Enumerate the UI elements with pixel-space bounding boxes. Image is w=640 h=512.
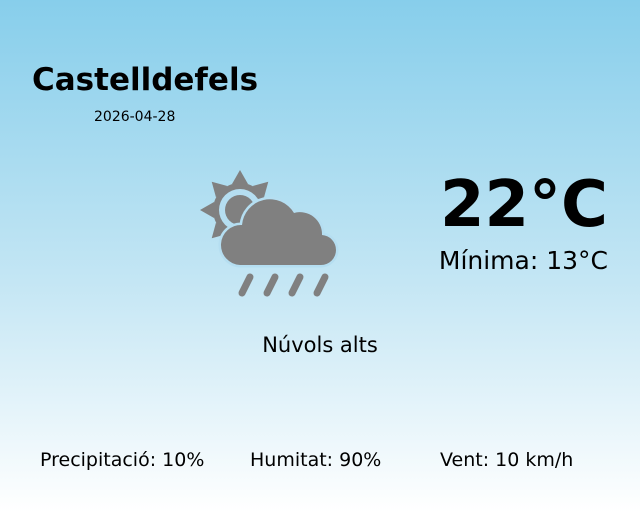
precipitation-stat: Precipitació: 10% [40,449,205,471]
minimum-temperature: Mínima: 13°C [438,246,608,275]
forecast-date: 2026-04-28 [94,109,176,125]
partly-cloudy-rain-icon [200,170,339,297]
humidity-stat: Humitat: 90% [250,449,382,471]
wind-stat: Vent: 10 km/h [440,449,574,471]
city-name: Castelldefels [32,62,259,98]
current-temperature: 22°C [439,168,608,242]
weather-description: Núvols alts [262,333,378,357]
